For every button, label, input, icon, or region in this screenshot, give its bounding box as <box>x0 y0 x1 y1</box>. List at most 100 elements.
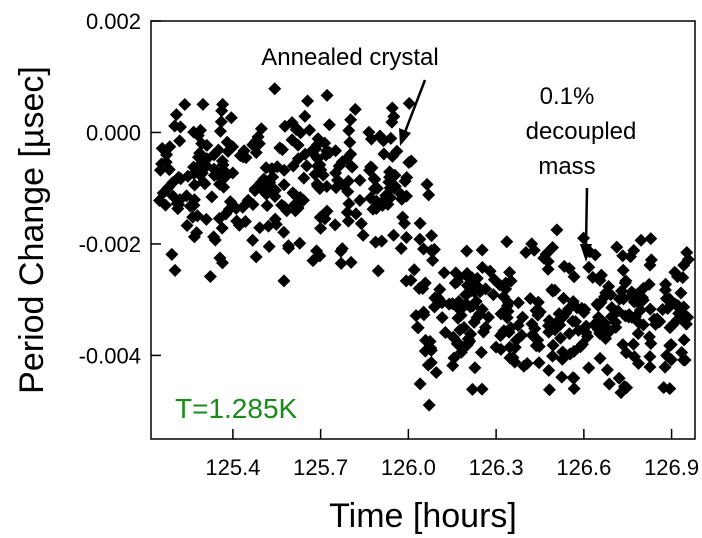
data-point <box>277 225 291 239</box>
data-point <box>627 350 641 364</box>
data-point <box>679 317 693 331</box>
data-point <box>642 277 656 291</box>
data-point <box>385 101 399 115</box>
data-point <box>541 262 555 276</box>
data-point <box>266 170 280 184</box>
data-point <box>465 382 479 396</box>
data-point <box>268 82 282 96</box>
data-point <box>669 297 683 311</box>
data-point <box>341 214 355 228</box>
data-point <box>460 288 474 302</box>
data-point <box>643 302 657 316</box>
data-point <box>599 286 613 300</box>
data-point <box>559 306 573 320</box>
data-point <box>438 325 452 339</box>
data-point <box>168 263 182 277</box>
data-point <box>632 296 646 310</box>
data-point <box>663 321 677 335</box>
data-point <box>259 187 273 201</box>
data-point <box>226 140 240 154</box>
data-point <box>387 228 401 242</box>
data-point <box>636 318 650 332</box>
data-point <box>195 137 209 151</box>
data-point <box>310 177 324 191</box>
x-tick-label: 126.3 <box>469 455 524 480</box>
data-point <box>238 214 252 228</box>
data-point <box>367 182 381 196</box>
data-point <box>399 230 413 244</box>
data-point <box>467 315 481 329</box>
data-point <box>529 339 543 353</box>
data-point <box>677 333 691 347</box>
data-point <box>493 278 507 292</box>
data-point <box>546 284 560 298</box>
data-point <box>594 268 608 282</box>
y-tick-label: 0.000 <box>86 120 141 145</box>
data-point <box>555 370 569 384</box>
data-point <box>208 233 222 247</box>
data-point <box>394 241 408 255</box>
data-point <box>328 218 342 232</box>
data-point <box>410 320 424 334</box>
data-points <box>153 82 695 412</box>
data-point <box>334 244 348 258</box>
data-point <box>213 251 227 265</box>
data-point <box>186 210 200 224</box>
data-point <box>297 171 311 185</box>
plot-frame <box>150 20 696 440</box>
data-point <box>659 277 673 291</box>
data-point <box>304 144 318 158</box>
data-point <box>190 226 204 240</box>
data-point <box>320 179 334 193</box>
data-point <box>180 219 194 233</box>
data-point <box>420 177 434 191</box>
data-point <box>429 366 443 380</box>
data-point <box>424 343 438 357</box>
temperature-label: T=1.285K <box>175 393 298 424</box>
data-point <box>676 271 690 285</box>
data-point <box>341 174 355 188</box>
data-point <box>369 235 383 249</box>
data-point <box>468 361 482 375</box>
data-point <box>262 239 276 253</box>
data-point <box>447 351 461 365</box>
data-point <box>171 202 185 216</box>
data-point <box>470 271 484 285</box>
data-point <box>624 250 638 264</box>
x-tick-label: 126.9 <box>644 455 699 480</box>
data-point <box>424 356 438 370</box>
data-point <box>400 171 414 185</box>
data-point <box>509 333 523 347</box>
annotation-arrow-annealed <box>399 79 427 146</box>
data-point <box>293 236 307 250</box>
data-point <box>311 159 325 173</box>
x-tick-label: 126.0 <box>381 455 436 480</box>
data-point <box>616 249 630 263</box>
data-point <box>503 351 517 365</box>
data-point <box>631 327 645 341</box>
data-point <box>178 97 192 111</box>
data-point <box>260 199 274 213</box>
data-point <box>253 221 267 235</box>
data-point <box>342 197 356 211</box>
data-point <box>634 233 648 247</box>
data-point <box>546 338 560 352</box>
annotation-annealed-crystal: Annealed crystal <box>261 44 438 71</box>
data-point <box>348 102 362 116</box>
data-point <box>310 244 324 258</box>
data-point <box>329 166 343 180</box>
data-point <box>422 188 436 202</box>
data-point <box>269 217 283 231</box>
data-point <box>275 143 289 157</box>
data-point <box>437 266 451 280</box>
data-point <box>342 124 356 138</box>
data-point <box>233 149 247 163</box>
data-point <box>376 134 390 148</box>
data-point <box>285 116 299 130</box>
data-point <box>376 198 390 212</box>
data-point <box>541 254 555 268</box>
data-point <box>475 243 489 257</box>
data-point <box>407 263 421 277</box>
data-point <box>173 134 187 148</box>
data-point <box>214 115 228 129</box>
